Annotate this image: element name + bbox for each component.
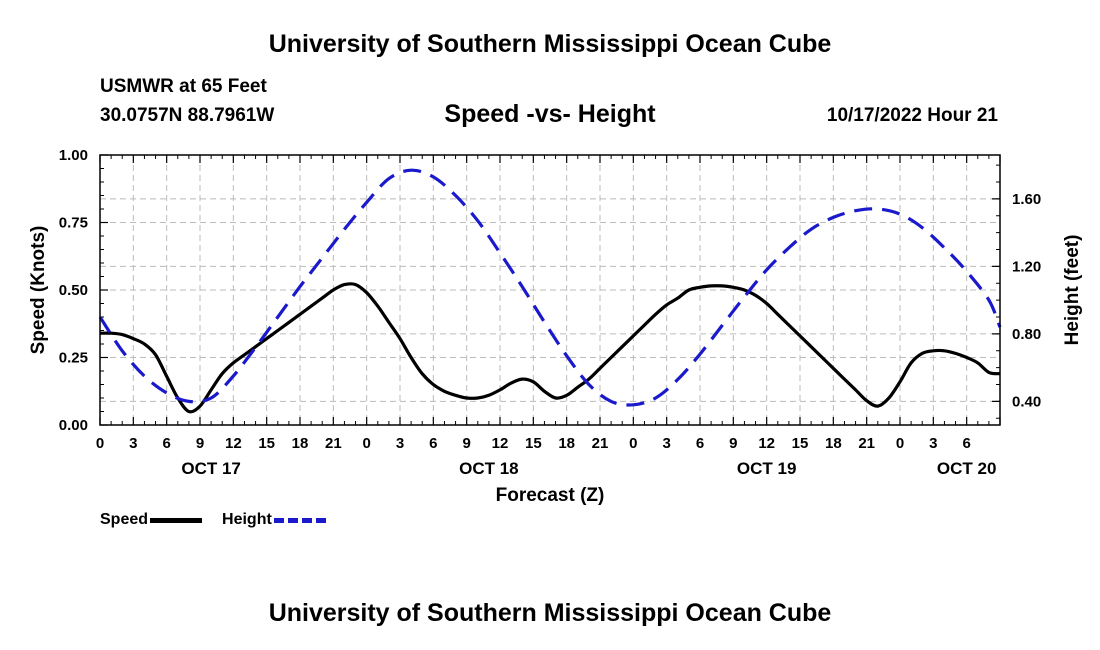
x-tick-label: 0 xyxy=(96,435,104,452)
y-tick-label: 0.50 xyxy=(59,282,88,299)
x-tick-label: 6 xyxy=(429,435,437,452)
x-tick-label: 12 xyxy=(758,435,775,452)
x-tick-label: 3 xyxy=(129,435,137,452)
day-label: OCT 19 xyxy=(737,459,797,478)
station-label: USMWR at 65 Feet xyxy=(100,76,267,97)
y-tick-label: 0.75 xyxy=(59,215,88,232)
y2-tick-label: 0.80 xyxy=(1012,326,1041,343)
main-title: University of Southern Mississippi Ocean… xyxy=(268,30,832,58)
x-tick-label: 15 xyxy=(525,435,542,452)
footer-title: University of Southern Mississippi Ocean… xyxy=(268,599,832,627)
series-line-height xyxy=(98,168,1002,407)
datetime-label: 10/17/2022 Hour 21 xyxy=(826,105,998,126)
x-tick-label: 0 xyxy=(629,435,637,452)
x-tick-label: 18 xyxy=(825,435,842,452)
x-tick-label: 21 xyxy=(592,435,609,452)
y-axis-label: Speed (Knots) xyxy=(28,226,49,355)
coordinates-label: 30.0757N 88.7961W xyxy=(100,105,275,126)
x-tick-label: 0 xyxy=(896,435,904,452)
x-tick-label: 9 xyxy=(462,435,470,452)
day-label: OCT 18 xyxy=(459,459,519,478)
x-tick-label: 9 xyxy=(196,435,204,452)
x-tick-label: 21 xyxy=(858,435,875,452)
y-tick-label: 0.00 xyxy=(59,417,88,434)
legend-height-swatch xyxy=(273,517,326,523)
x-tick-label: 18 xyxy=(558,435,575,452)
x-tick-label: 15 xyxy=(792,435,809,452)
x-tick-label: 9 xyxy=(729,435,737,452)
day-label: OCT 17 xyxy=(181,459,241,478)
y-tick-label: 1.00 xyxy=(59,147,88,164)
x-tick-label: 3 xyxy=(662,435,670,452)
legend-height-label: Height xyxy=(222,511,272,528)
day-label: OCT 20 xyxy=(937,459,997,478)
chart-subtitle: Speed -vs- Height xyxy=(444,100,656,128)
x-tick-label: 12 xyxy=(225,435,242,452)
y2-tick-label: 1.60 xyxy=(1012,191,1041,208)
legend: Speed Height xyxy=(100,509,346,531)
series-line-speed xyxy=(99,282,1001,414)
legend-speed-label: Speed xyxy=(100,511,149,528)
y2-axis-label: Height (feet) xyxy=(1062,235,1083,346)
grid xyxy=(100,155,1000,425)
x-tick-label: 6 xyxy=(162,435,170,452)
y2-tick-label: 0.40 xyxy=(1012,393,1041,410)
y-tick-label: 0.25 xyxy=(59,350,88,367)
x-tick-label: 18 xyxy=(292,435,309,452)
axis-labels: 0 3 6 9 12 15 18 21 0 3 6 9 12 15 18 21 0 3 6 9 12 15 18 21 0 3 6O… xyxy=(59,147,1041,478)
x-tick-label: 15 xyxy=(258,435,275,452)
x-tick-label: 0 xyxy=(362,435,370,452)
x-tick-label: 3 xyxy=(396,435,404,452)
x-axis-label: Forecast (Z) xyxy=(496,485,605,506)
series xyxy=(98,168,1002,414)
y2-tick-label: 1.20 xyxy=(1012,258,1041,275)
legend-speed-swatch xyxy=(150,517,203,523)
x-tick-label: 3 xyxy=(929,435,937,452)
x-tick-label: 12 xyxy=(492,435,509,452)
plot-frame xyxy=(99,154,1001,426)
x-tick-label: 6 xyxy=(696,435,704,452)
x-tick-label: 21 xyxy=(325,435,342,452)
x-tick-label: 6 xyxy=(962,435,970,452)
